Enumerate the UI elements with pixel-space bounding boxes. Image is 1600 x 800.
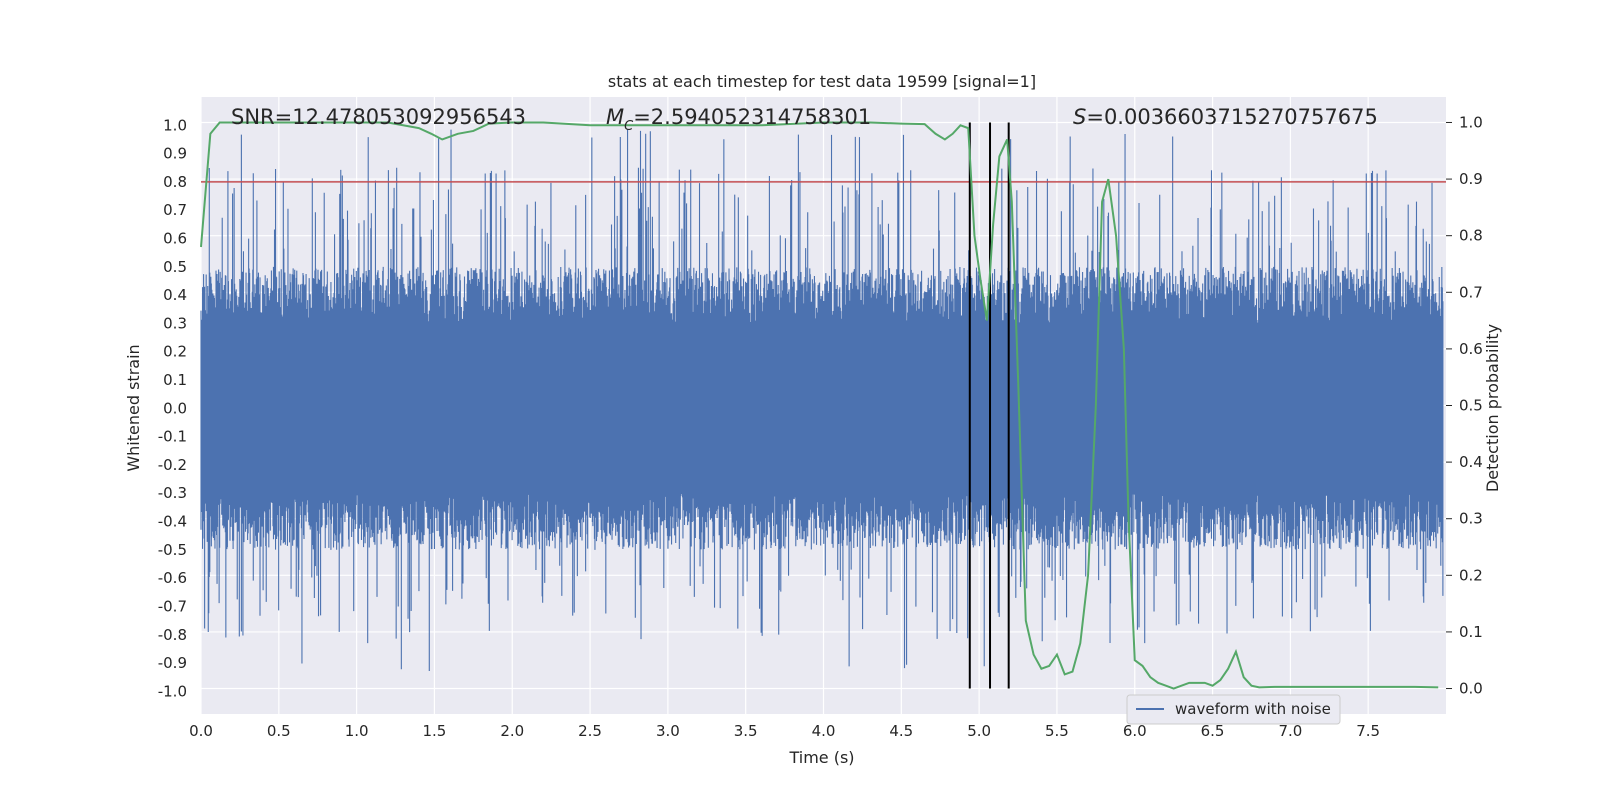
left-tick-label: 0.5 <box>163 258 187 276</box>
x-tick-label: 1.5 <box>423 722 447 740</box>
left-tick-label: -0.5 <box>158 541 187 559</box>
left-tick-label: 0.4 <box>163 286 187 304</box>
mc-value: =2.594052314758301 <box>633 105 871 129</box>
y-axis-label-right: Detection probability <box>1483 324 1502 492</box>
s-symbol: S <box>1073 105 1086 129</box>
right-tick-label: 0.9 <box>1459 170 1483 188</box>
left-tick-label: 0.2 <box>163 343 187 361</box>
left-tick-label: 0.1 <box>163 371 187 389</box>
chirp-mass-annotation: MC=2.594052314758301 <box>606 105 871 134</box>
s-value: =0.0036603715270757675 <box>1086 105 1378 129</box>
mc-subscript: C <box>624 119 634 134</box>
x-tick-label: 6.5 <box>1201 722 1225 740</box>
x-tick-label: 1.0 <box>345 722 369 740</box>
left-tick-label: -0.8 <box>158 626 187 644</box>
left-tick-label: -0.6 <box>158 569 187 587</box>
right-tick-label: 0.8 <box>1459 227 1483 245</box>
left-tick-label: 0.7 <box>163 201 187 219</box>
left-tick-label: 0.9 <box>163 145 187 163</box>
left-tick-label: -0.7 <box>158 597 187 615</box>
left-tick-label: 0.8 <box>163 173 187 191</box>
series-waveform-with-noise <box>200 129 1444 671</box>
left-tick-label: -1.0 <box>158 682 187 700</box>
left-tick-label: 0.3 <box>163 314 187 332</box>
x-axis-label: Time (s) <box>788 748 854 767</box>
x-tick-label: 0.0 <box>189 722 213 740</box>
right-tick-label: 1.0 <box>1459 113 1483 131</box>
left-tick-label: -0.1 <box>158 428 187 446</box>
x-tick-label: 7.0 <box>1278 722 1302 740</box>
right-tick-label: 0.6 <box>1459 340 1483 358</box>
x-tick-label: 6.0 <box>1123 722 1147 740</box>
s-annotation: S=0.0036603715270757675 <box>1073 105 1378 129</box>
x-tick-label: 4.0 <box>812 722 836 740</box>
left-tick-label: -0.3 <box>158 484 187 502</box>
legend: waveform with noise <box>1126 694 1341 725</box>
mc-symbol: M <box>606 105 624 129</box>
right-tick-label: 0.7 <box>1459 283 1483 301</box>
x-tick-label: 5.0 <box>967 722 991 740</box>
chart-title: stats at each timestep for test data 195… <box>608 72 1036 91</box>
legend-entry-waveform: waveform with noise <box>1175 700 1331 718</box>
y-axis-label-left: Whitened strain <box>124 344 143 471</box>
right-tick-label: 0.4 <box>1459 453 1483 471</box>
x-tick-label: 7.5 <box>1356 722 1380 740</box>
right-tick-label: 0.5 <box>1459 397 1483 415</box>
snr-annotation: SNR=12.478053092956543 <box>231 105 526 129</box>
x-tick-label: 5.5 <box>1045 722 1069 740</box>
left-tick-label: 0.6 <box>163 230 187 248</box>
right-tick-label: 0.1 <box>1459 623 1483 641</box>
x-tick-label: 4.5 <box>889 722 913 740</box>
left-tick-label: -0.9 <box>158 654 187 672</box>
left-tick-label: 1.0 <box>163 116 187 134</box>
x-tick-label: 2.0 <box>500 722 524 740</box>
left-tick-label: 0.0 <box>163 399 187 417</box>
x-tick-label: 2.5 <box>578 722 602 740</box>
left-tick-label: -0.2 <box>158 456 187 474</box>
right-tick-label: 0.3 <box>1459 510 1483 528</box>
x-tick-label: 3.0 <box>656 722 680 740</box>
legend-box <box>1126 694 1341 725</box>
right-tick-label: 0.0 <box>1459 680 1483 698</box>
left-tick-label: -0.4 <box>158 513 187 531</box>
series-detection-probability <box>200 121 1439 690</box>
x-tick-label: 0.5 <box>267 722 291 740</box>
x-tick-label: 3.5 <box>734 722 758 740</box>
right-tick-label: 0.2 <box>1459 566 1483 584</box>
